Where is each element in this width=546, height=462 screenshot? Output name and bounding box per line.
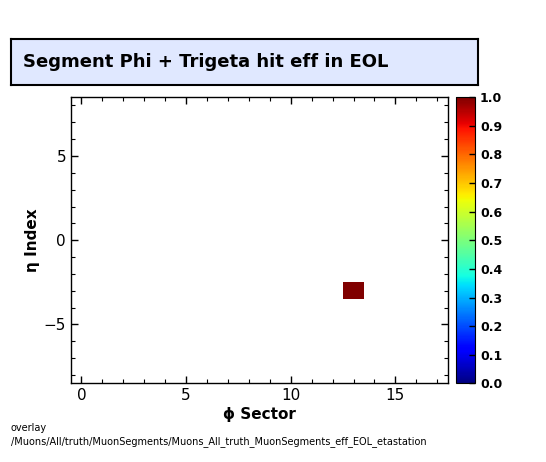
X-axis label: ϕ Sector: ϕ Sector <box>223 407 296 422</box>
Bar <box>343 282 364 299</box>
Y-axis label: η Index: η Index <box>25 208 39 272</box>
Text: Segment Phi + Trigeta hit eff in EOL: Segment Phi + Trigeta hit eff in EOL <box>22 54 388 71</box>
Text: /Muons/All/truth/MuonSegments/Muons_All_truth_MuonSegments_eff_EOL_etastation: /Muons/All/truth/MuonSegments/Muons_All_… <box>11 437 426 448</box>
Text: overlay: overlay <box>11 423 47 433</box>
